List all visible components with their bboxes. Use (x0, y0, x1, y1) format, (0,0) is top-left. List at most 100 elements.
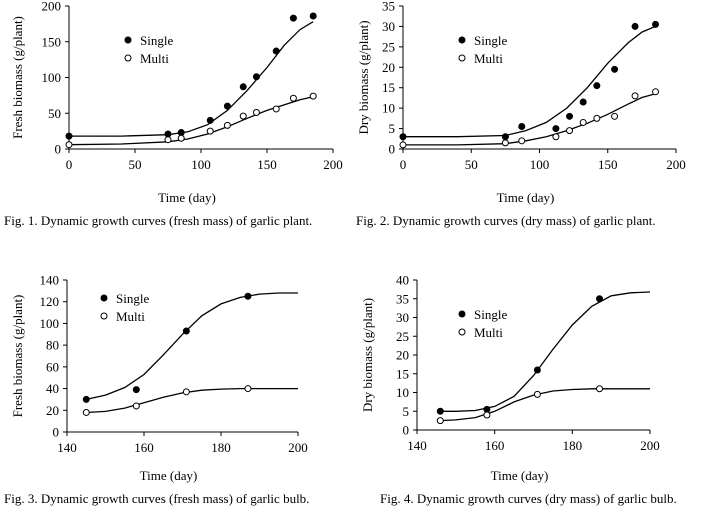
fit-curve-single (403, 25, 656, 138)
x-tick-label: 0 (400, 157, 407, 172)
chart-1: 0 50 100 150 200 0 50 100 150 200 Time (day) Fresh … (10, 0, 343, 205)
data-point-multi (182, 388, 190, 396)
data-point-multi (164, 136, 172, 144)
legend-marker-multi (458, 54, 466, 62)
y-tick-label: 30 (396, 310, 409, 325)
data-point-single (289, 14, 297, 22)
legend-marker-multi (124, 54, 132, 62)
fit-curve-single (86, 292, 298, 401)
y-tick-label: 140 (40, 273, 60, 288)
caption-fig1: Fig. 1. Dynamic growth curves (fresh mas… (4, 213, 313, 228)
data-point-multi (631, 92, 639, 100)
caption-fig2: Fig. 2. Dynamic growth curves (dry mass)… (356, 213, 656, 228)
data-point-multi (272, 105, 280, 113)
y-tick-label: 150 (42, 34, 62, 49)
data-point-single (436, 407, 444, 415)
legend-marker-multi (100, 312, 108, 320)
legend-marker-single (124, 36, 132, 44)
fit-curve-single (440, 291, 651, 412)
data-point-single (82, 395, 90, 403)
x-tick-label: 50 (129, 157, 142, 172)
y-tick-label: 100 (40, 316, 60, 331)
y-tick-label: 40 (396, 273, 409, 288)
legend-label-single: Single (140, 33, 173, 48)
data-point-single (501, 133, 509, 141)
x-tick-label: 150 (598, 157, 618, 172)
chart-4: 140 160 180 200 0 5 10 15 20 25 30 35 40 Time (day) Dr… (360, 273, 660, 484)
caption-fig3: Fig. 3. Dynamic growth curves (fresh mas… (4, 491, 310, 506)
data-point-single (132, 386, 140, 394)
data-point-single (483, 405, 491, 413)
legend-label-multi: Multi (474, 51, 503, 66)
data-point-multi (223, 121, 231, 129)
x-tick-label: 100 (191, 157, 211, 172)
data-point-multi (244, 385, 252, 393)
data-point-single (206, 116, 214, 124)
chart-2: 0 50 100 150 200 0 5 10 15 20 25 30 35 Time (day) Dry … (356, 0, 686, 205)
data-point-multi (177, 134, 185, 142)
data-point-multi (206, 127, 214, 135)
y-tick-label: 20 (382, 60, 395, 75)
data-point-single (65, 132, 73, 140)
data-point-multi (399, 141, 407, 149)
legend-marker-single (458, 310, 466, 318)
x-axis-label: Time (day) (158, 190, 216, 205)
x-tick-label: 160 (485, 438, 505, 453)
y-tick-label: 120 (40, 294, 60, 309)
data-point-single (182, 327, 190, 335)
legend-label-multi: Multi (474, 325, 503, 340)
y-tick-label: 10 (396, 385, 409, 400)
data-point-multi (132, 402, 140, 410)
data-point-multi (566, 127, 574, 135)
y-tick-label: 80 (46, 338, 59, 353)
data-point-multi (518, 137, 526, 145)
y-tick-label: 15 (382, 80, 395, 95)
legend-marker-multi (458, 328, 466, 336)
data-point-single (244, 292, 252, 300)
data-point-single (164, 130, 172, 138)
y-tick-label: 100 (42, 70, 62, 85)
legend-label-single: Single (474, 33, 507, 48)
data-point-single (223, 102, 231, 110)
data-point-single (566, 112, 574, 120)
y-tick-label: 20 (396, 348, 409, 363)
data-point-single (596, 295, 604, 303)
y-tick-label: 5 (403, 404, 410, 419)
data-point-multi (65, 141, 73, 149)
x-tick-label: 200 (323, 157, 343, 172)
y-tick-label: 25 (396, 329, 409, 344)
fit-curve-multi (86, 387, 298, 414)
y-axis-label: Fresh biomass (g/plant) (10, 295, 25, 418)
data-point-multi (652, 88, 660, 96)
x-tick-label: 180 (211, 440, 231, 455)
x-axis-label: Time (day) (497, 190, 555, 205)
y-tick-label: 30 (382, 19, 395, 34)
y-tick-label: 50 (48, 106, 61, 121)
y-axis-label: Dry biomass (g/plant) (356, 20, 371, 134)
data-point-multi (579, 118, 587, 126)
data-point-single (631, 22, 639, 30)
legend-label-single: Single (116, 291, 149, 306)
data-point-single (252, 73, 260, 81)
x-axis-label: Time (day) (140, 468, 198, 483)
y-tick-label: 5 (389, 121, 396, 136)
x-tick-label: 200 (666, 157, 686, 172)
y-tick-label: 20 (46, 403, 59, 418)
legend-label-single: Single (474, 307, 507, 322)
y-tick-label: 0 (53, 425, 60, 440)
y-tick-label: 10 (382, 101, 395, 116)
y-tick-label: 15 (396, 366, 409, 381)
data-point-single (309, 12, 317, 20)
legend-label-multi: Multi (140, 51, 169, 66)
y-axis-label: Dry biomass (g/plant) (360, 298, 375, 412)
data-point-single (177, 129, 185, 137)
fit-curve-multi (68, 96, 314, 146)
data-point-multi (309, 92, 317, 100)
y-tick-label: 200 (42, 0, 62, 14)
data-point-multi (596, 385, 604, 393)
y-tick-label: 35 (396, 291, 409, 306)
y-tick-label: 0 (403, 423, 410, 438)
fit-curve-multi (440, 388, 650, 422)
data-point-multi (239, 112, 247, 120)
